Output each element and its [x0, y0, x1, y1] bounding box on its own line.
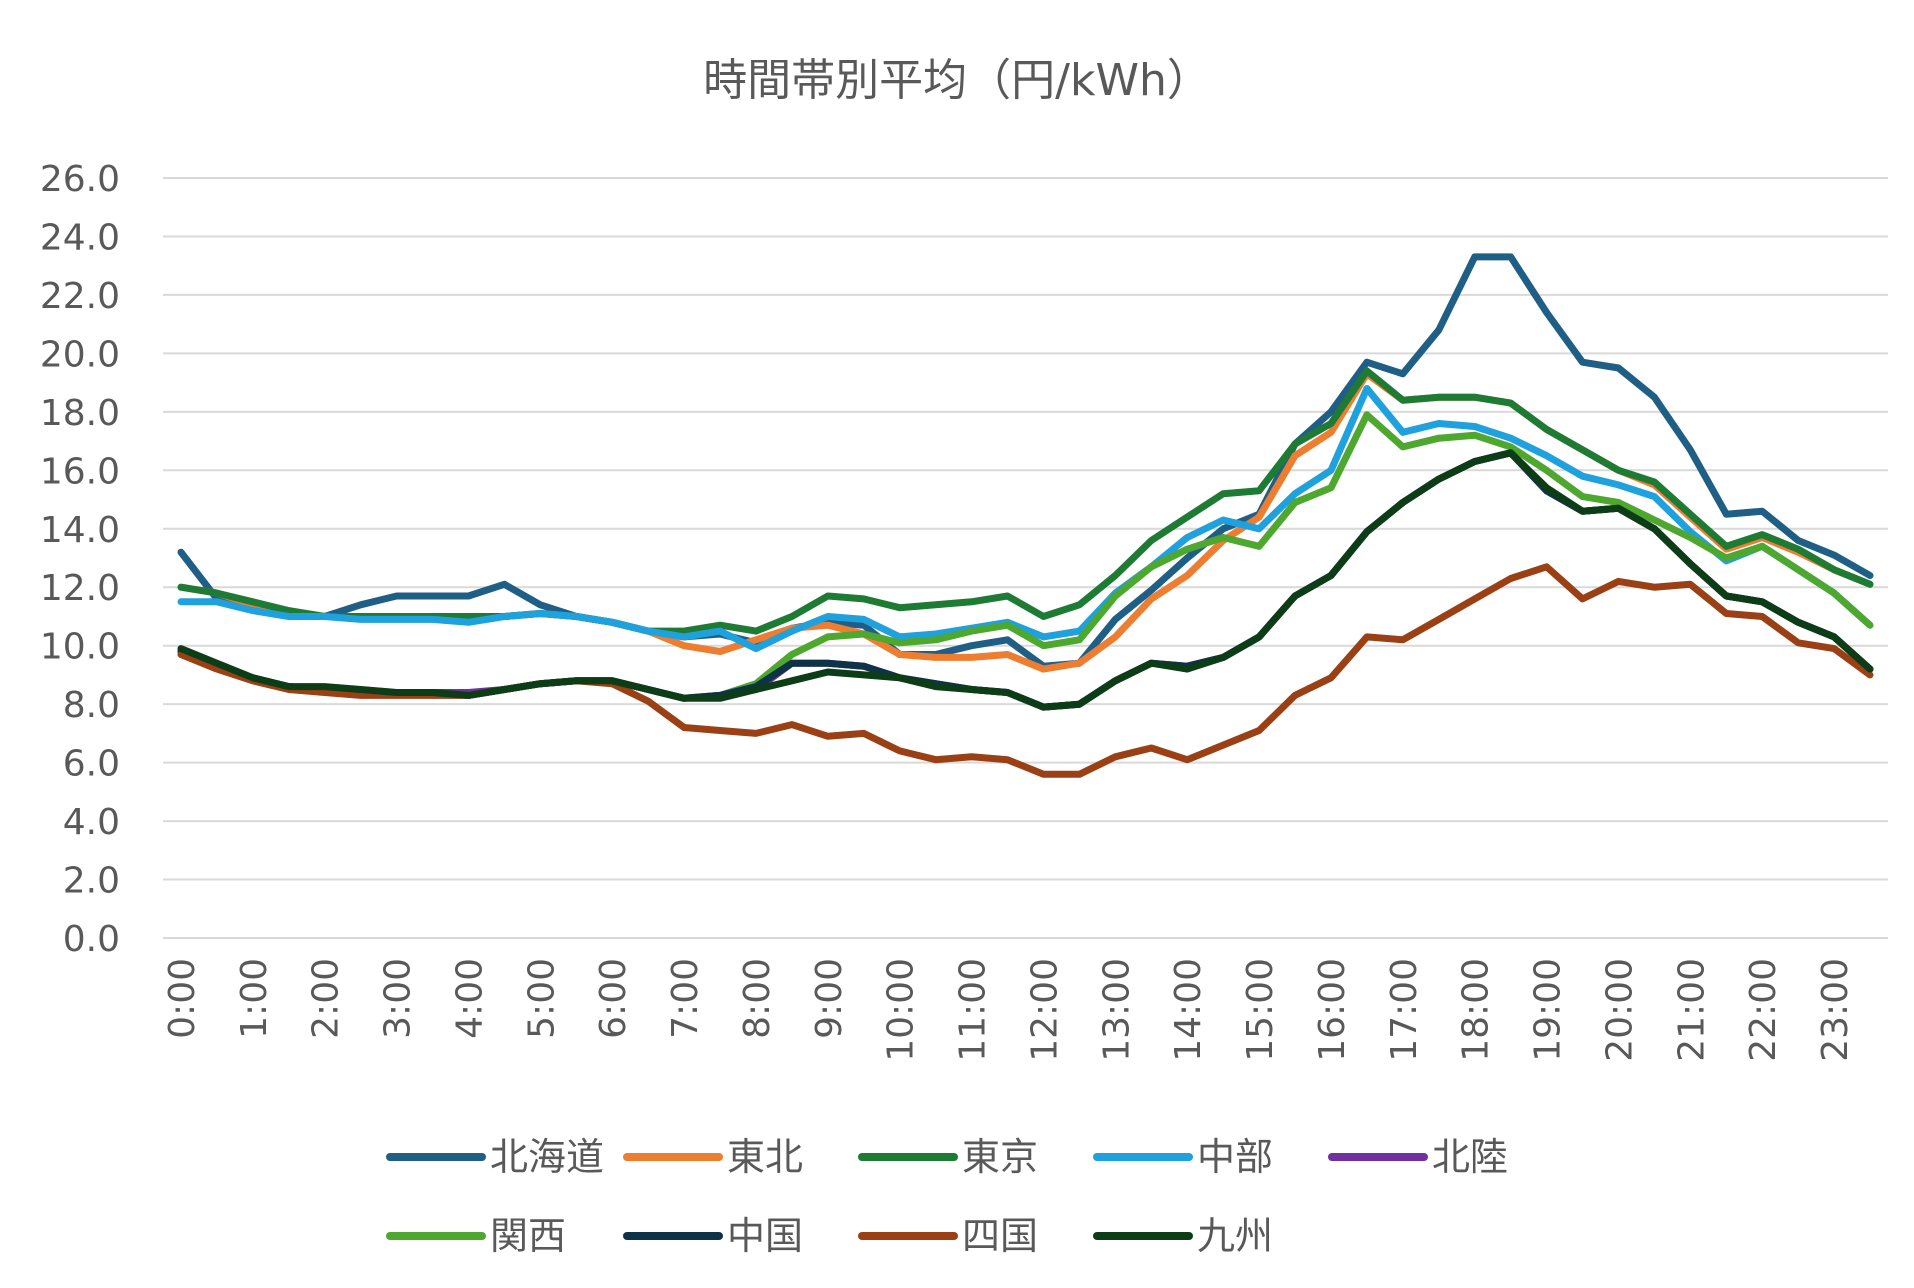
x-tick-label: 13:00: [1096, 958, 1137, 1062]
x-tick-label: 4:00: [449, 958, 490, 1039]
x-tick-label: 3:00: [378, 958, 419, 1039]
x-tick-label: 7:00: [665, 958, 706, 1039]
y-tick-label: 24.0: [40, 217, 120, 258]
legend-label: 東北: [727, 1135, 803, 1179]
y-tick-label: 20.0: [40, 334, 120, 375]
legend-label: 北海道: [490, 1135, 604, 1179]
legend-label: 中国: [727, 1214, 803, 1258]
legend-label: 九州: [1197, 1214, 1273, 1258]
legend-label: 関西: [490, 1214, 566, 1258]
x-tick-label: 8:00: [737, 958, 778, 1039]
x-tick-label: 5:00: [521, 958, 562, 1039]
legend-label: 北陸: [1432, 1135, 1508, 1179]
series-line-北海道: [177, 253, 1874, 670]
series-lines: [177, 253, 1874, 778]
series-line-東北: [177, 370, 1874, 673]
y-tick-label: 14.0: [40, 510, 120, 551]
y-tick-label: 2.0: [63, 861, 120, 902]
y-tick-label: 26.0: [40, 159, 120, 200]
x-tick-label: 11:00: [953, 958, 994, 1062]
x-tick-label: 10:00: [881, 958, 922, 1062]
x-tick-label: 15:00: [1240, 958, 1281, 1062]
x-axis-ticks: 0:00 1:00 2:00 3:00 4:00 5:00 6:00 7:00 8:00 9:00…: [162, 958, 1856, 1062]
y-tick-label: 6.0: [63, 744, 120, 785]
x-tick-label: 19:00: [1528, 958, 1569, 1062]
x-tick-label: 6:00: [593, 958, 634, 1039]
chart-title: 時間帯別平均（円/kWh）: [703, 55, 1211, 106]
legend-label: 中部: [1197, 1135, 1273, 1179]
series-line-中部: [177, 385, 1874, 653]
x-tick-label: 21:00: [1671, 958, 1712, 1062]
x-tick-label: 12:00: [1024, 958, 1065, 1062]
legend-label: 東京: [962, 1135, 1038, 1179]
x-tick-label: 14:00: [1168, 958, 1209, 1062]
y-tick-label: 18.0: [40, 393, 120, 434]
y-tick-label: 10.0: [40, 627, 120, 668]
legend-label: 四国: [962, 1214, 1038, 1258]
x-tick-label: 1:00: [234, 958, 275, 1039]
x-tick-label: 22:00: [1743, 958, 1784, 1062]
y-tick-label: 8.0: [63, 685, 120, 726]
y-tick-label: 4.0: [63, 802, 120, 843]
x-tick-label: 17:00: [1384, 958, 1425, 1062]
y-tick-label: 22.0: [40, 276, 120, 317]
x-tick-label: 20:00: [1599, 958, 1640, 1062]
y-tick-label: 12.0: [40, 568, 120, 609]
x-tick-label: 18:00: [1456, 958, 1497, 1062]
y-axis-ticks: 0.0 2.0 4.0 6.0 8.0 10.0 12.0 14.0 16.0 18.0 20.0 2…: [40, 159, 120, 960]
y-tick-label: 16.0: [40, 451, 120, 492]
x-tick-label: 2:00: [306, 958, 347, 1039]
x-tick-label: 23:00: [1815, 958, 1856, 1062]
gridlines: [163, 177, 1888, 939]
y-tick-label: 0.0: [63, 919, 120, 960]
x-tick-label: 16:00: [1312, 958, 1353, 1062]
x-tick-label: 0:00: [162, 958, 203, 1039]
x-tick-label: 9:00: [809, 958, 850, 1039]
series-line-東京: [177, 367, 1874, 635]
series-line-九州: [177, 449, 1874, 711]
